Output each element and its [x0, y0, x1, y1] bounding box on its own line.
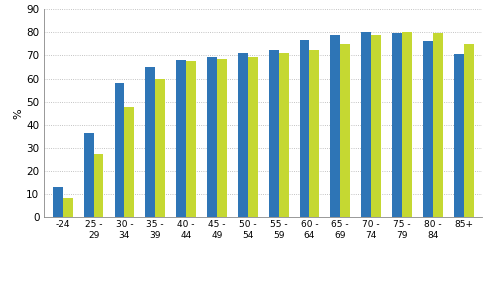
Bar [115, 83, 124, 217]
Bar [454, 54, 463, 217]
Bar [361, 32, 371, 217]
Bar [463, 44, 473, 217]
Bar [402, 32, 412, 217]
Bar [331, 34, 340, 217]
Bar [63, 198, 73, 217]
Bar [186, 61, 196, 217]
Y-axis label: %: % [13, 108, 24, 119]
Bar [146, 67, 155, 217]
Bar [155, 79, 165, 217]
Bar [300, 40, 309, 217]
Bar [176, 60, 186, 217]
Bar [207, 56, 217, 217]
Bar [124, 108, 134, 217]
Bar [309, 50, 319, 217]
Bar [238, 53, 248, 217]
Bar [423, 41, 433, 217]
Bar [392, 33, 402, 217]
Bar [340, 44, 350, 217]
Bar [53, 187, 63, 217]
Bar [269, 50, 278, 217]
Bar [433, 33, 443, 217]
Bar [217, 59, 227, 217]
Bar [371, 34, 381, 217]
Bar [93, 154, 103, 217]
Bar [278, 53, 288, 217]
Bar [248, 56, 258, 217]
Bar [84, 133, 93, 217]
